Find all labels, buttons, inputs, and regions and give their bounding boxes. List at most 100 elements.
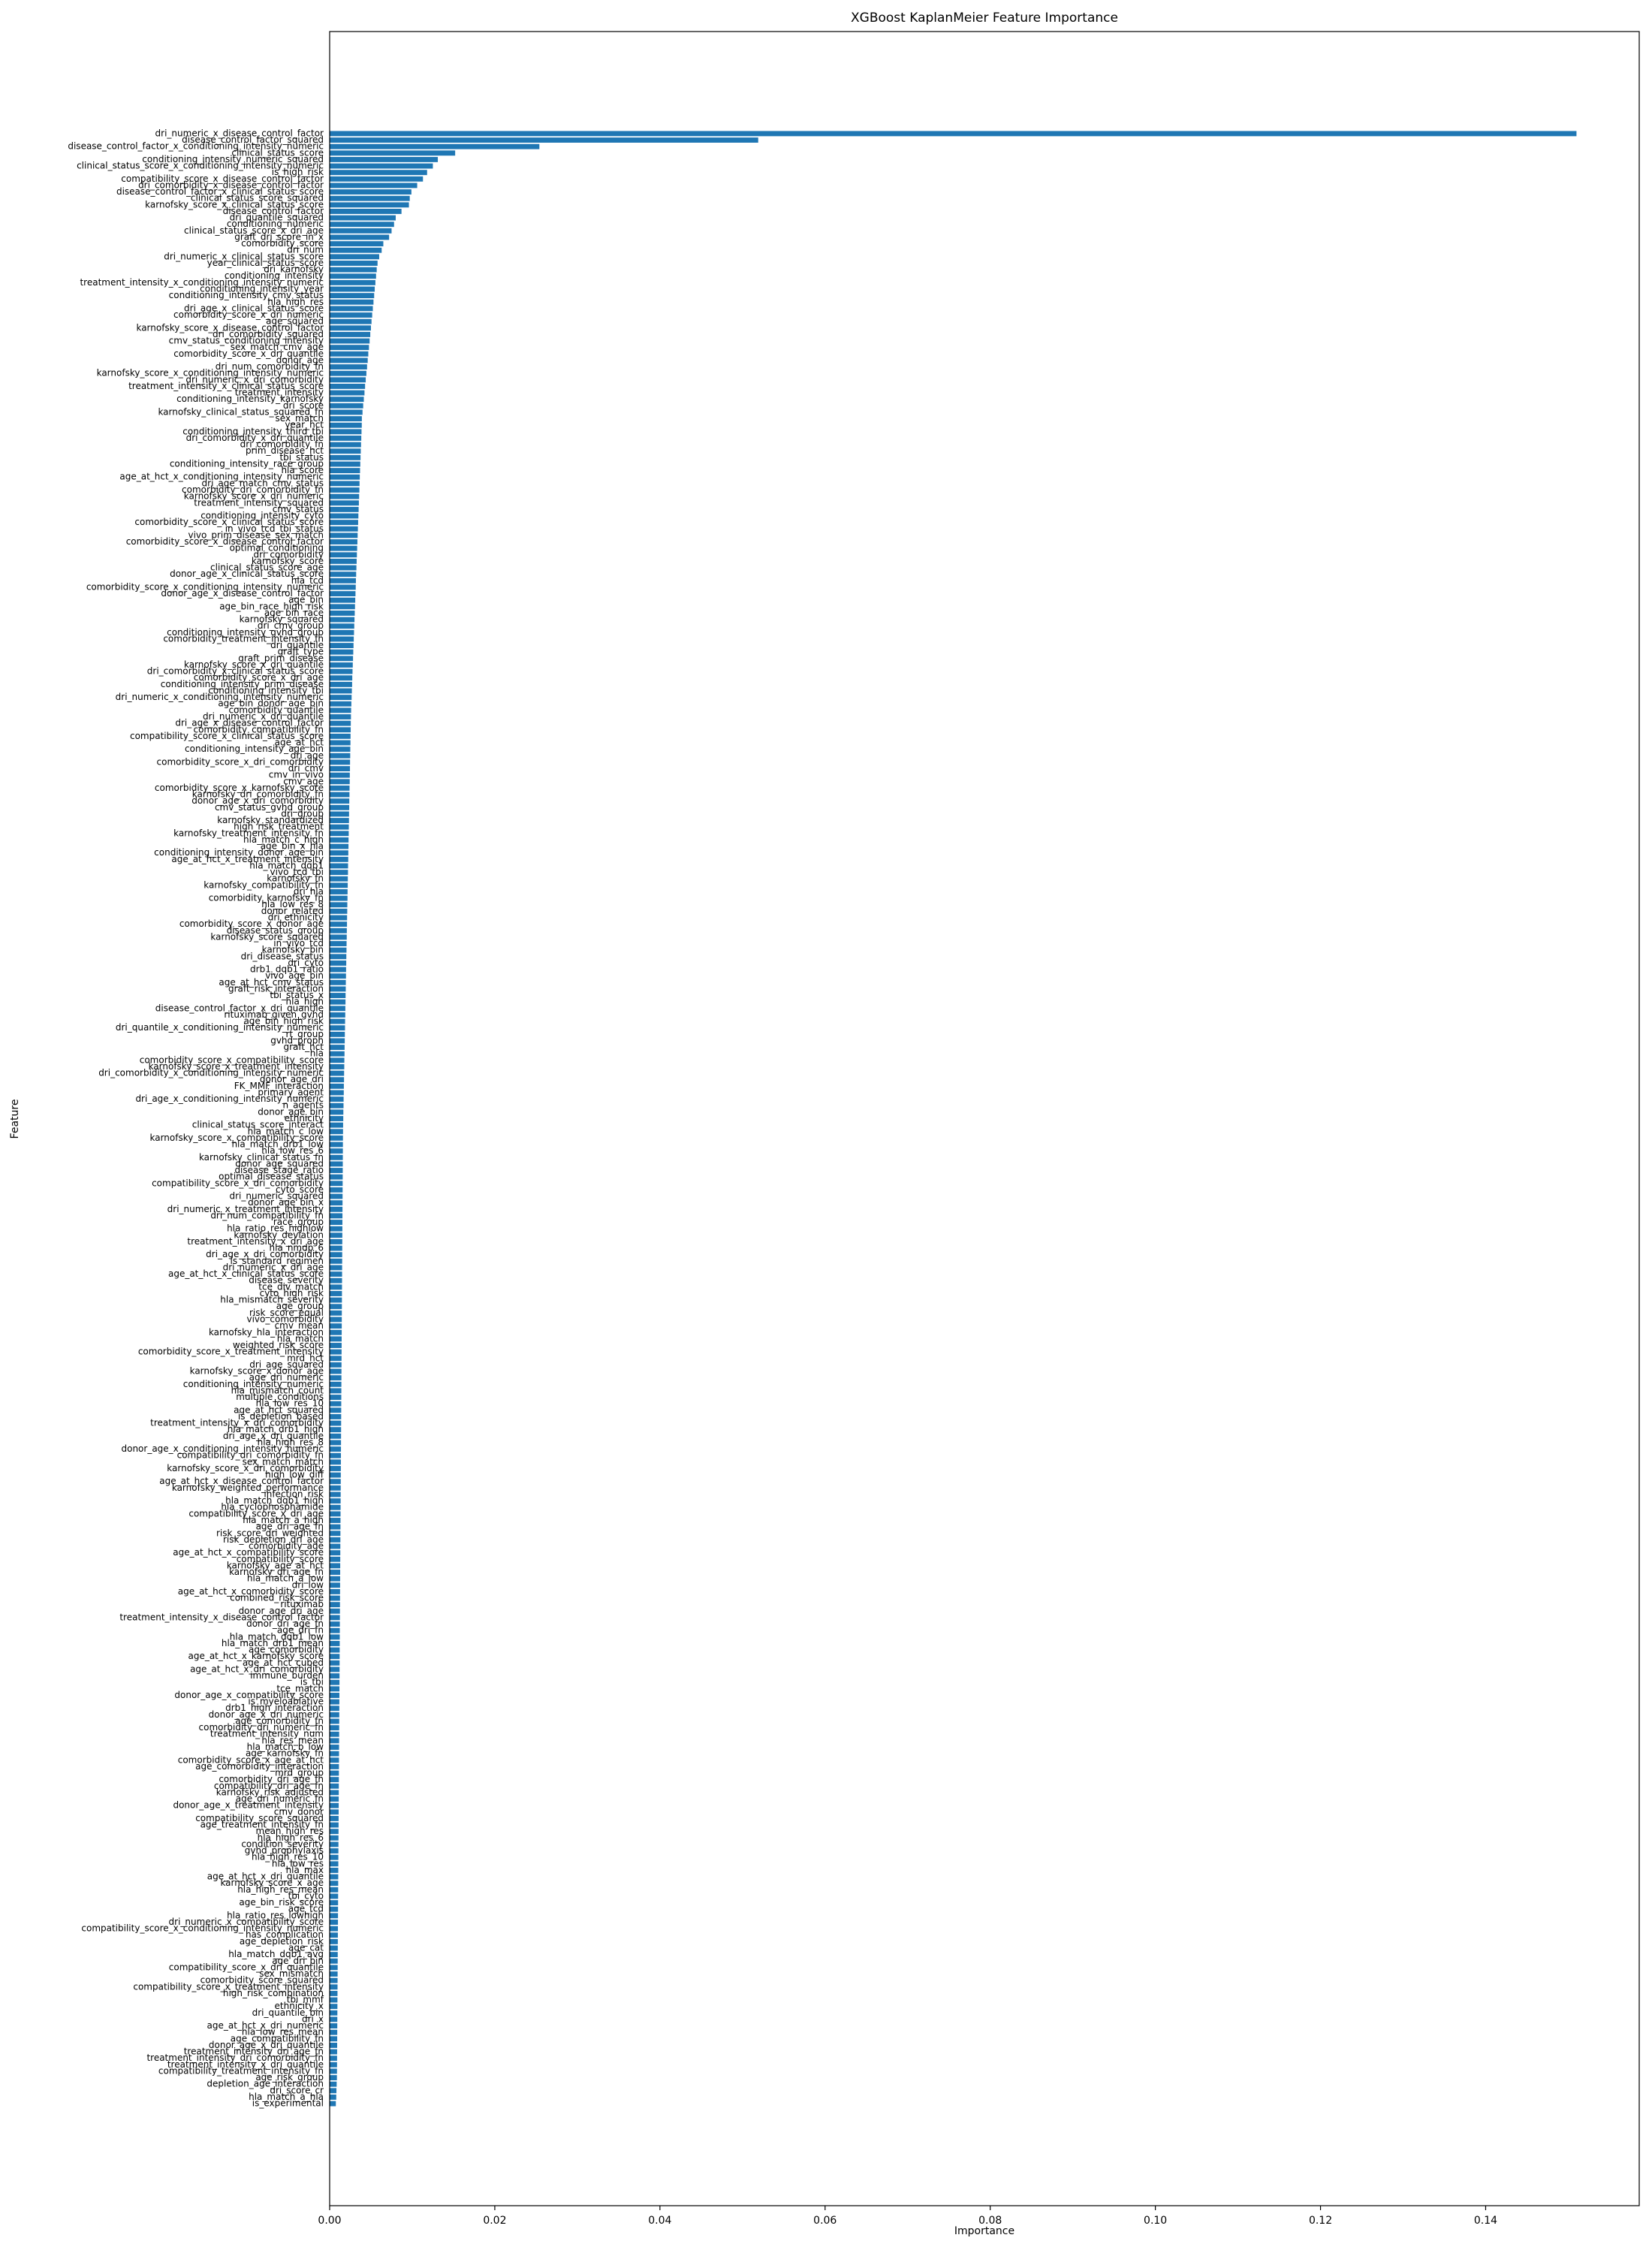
y-tick-label: donor_age_x_disease_control_factor xyxy=(161,588,324,599)
y-tick-label: comorbidity_score xyxy=(241,238,324,249)
bar xyxy=(330,1608,340,1614)
y-tick-label: hla_low_res xyxy=(272,1858,324,1868)
bar xyxy=(330,1654,340,1660)
bar xyxy=(330,1809,339,1815)
bar xyxy=(330,1576,340,1582)
bar xyxy=(330,675,353,681)
bar xyxy=(330,1122,343,1128)
bar xyxy=(330,1712,339,1718)
y-tick-label: disease_severity xyxy=(249,1275,324,1286)
y-tick-label: karnofsky_deviation xyxy=(234,1229,324,1240)
bar xyxy=(330,189,411,195)
y-tick-label: comorbidity_score_x_dri_numeric xyxy=(173,309,324,320)
bar xyxy=(330,1699,339,1705)
bar xyxy=(330,1763,339,1769)
bar xyxy=(330,947,347,953)
y-tick-label: hla_mismatch_count xyxy=(231,1385,324,1395)
y-tick-label: clinical_status_score_x_conditioning_int… xyxy=(77,161,324,171)
bar xyxy=(330,1310,342,1316)
bar xyxy=(330,1524,341,1530)
bar xyxy=(330,468,360,474)
y-tick-label: conditioning_intensity xyxy=(225,270,324,281)
bar xyxy=(330,370,366,376)
y-tick-label: donor_age_x_dri_quantile xyxy=(209,2040,324,2050)
y-tick-label: is_myeloablative xyxy=(248,1697,324,1707)
y-tick-label: dri_quantile_squared xyxy=(230,213,324,223)
bar xyxy=(330,876,348,882)
y-tick-label: is_standard_regimen xyxy=(231,1256,324,1266)
bar xyxy=(330,163,433,169)
bar xyxy=(330,1920,339,1925)
bar xyxy=(330,779,350,785)
bar xyxy=(330,526,358,532)
y-tick-label: hla xyxy=(310,1048,324,1059)
y-tick-label: dri_num_compatibility_fn xyxy=(210,1210,324,1220)
bar xyxy=(330,131,1577,137)
bar xyxy=(330,707,351,713)
bar xyxy=(330,2101,336,2107)
y-tick-label: age_at_hct_x_dri_quantile xyxy=(207,1871,324,1882)
y-tick-label: hla_ratio_res_highlow xyxy=(227,1223,324,1234)
bar xyxy=(330,2095,336,2100)
y-tick-label: age_at_hct_x_comorbidity_score xyxy=(178,1586,324,1597)
bar xyxy=(330,500,359,506)
bar xyxy=(330,1284,342,1290)
bar xyxy=(330,545,357,551)
x-tick-label: 0.06 xyxy=(813,2215,837,2227)
y-tick-label: hla_low_res_8 xyxy=(261,899,324,909)
bar xyxy=(330,662,353,668)
y-tick-label: age_at_hct_x_karnofsky_score xyxy=(188,1651,324,1661)
y-tick-label: dri_karnofsky xyxy=(264,264,324,275)
y-tick-label: dri_numeric_x_dri_age xyxy=(223,1262,324,1272)
bar xyxy=(330,740,351,746)
bar xyxy=(330,1174,343,1180)
y-tick-label: karnofsky_score_x_donor_age xyxy=(190,1366,324,1377)
bar xyxy=(330,1952,338,1958)
y-tick-label: sex_mismatch xyxy=(259,1968,324,1979)
y-tick-label: age_at_hct_x_compatibility_score xyxy=(173,1547,324,1558)
bar xyxy=(330,506,359,512)
bar xyxy=(330,1673,340,1679)
bar xyxy=(330,1070,345,1076)
bar xyxy=(330,1168,343,1173)
bar xyxy=(330,1634,340,1640)
y-tick-label: treatment_intensity_squared xyxy=(194,497,324,508)
bar xyxy=(330,804,350,810)
x-axis-label: Importance xyxy=(954,2225,1014,2237)
y-tick-label: hla_nmdp_6 xyxy=(270,1243,324,1253)
bar xyxy=(330,1841,339,1847)
y-tick-label: compatibility_dri_age_fn xyxy=(214,1781,324,1791)
y-tick-label: cmv_mean xyxy=(275,1320,324,1331)
y-tick-label: ethnicity_x xyxy=(275,2001,324,2011)
y-tick-label: dri_group xyxy=(281,808,324,819)
bar xyxy=(330,785,350,791)
y-tick-label: dri_age_squared xyxy=(249,1359,324,1370)
chart-title: XGBoost KaplanMeier Feature Importance xyxy=(851,11,1118,26)
bar xyxy=(330,1718,339,1724)
bar xyxy=(330,1181,343,1187)
bar xyxy=(330,636,354,642)
y-tick-label: prim_disease_hct xyxy=(246,445,324,456)
bar xyxy=(330,312,372,318)
bar xyxy=(330,1187,343,1193)
bar xyxy=(330,1660,340,1666)
bar xyxy=(330,1038,345,1044)
y-tick-label: comorbidity_score_x_dri_quantile xyxy=(173,348,324,359)
bar xyxy=(330,1958,338,1964)
bar xyxy=(330,1595,340,1601)
y-tick-label: dri_cmv xyxy=(288,763,324,774)
y-tick-label: donor_age_x_clinical_status_score xyxy=(170,569,324,579)
y-tick-label: dri_numeric_squared xyxy=(229,1191,324,1202)
y-tick-label: karnofsky_dri_age_fn xyxy=(229,1567,324,1577)
y-tick-label: ethnicity xyxy=(285,1113,324,1123)
bar xyxy=(330,1297,342,1303)
y-tick-label: graft_risk_interaction xyxy=(228,983,324,994)
y-tick-label: karnofsky_score_x_clinical_status_score xyxy=(145,199,324,210)
y-tick-label: comorbidity_score_x_treatment_intensity xyxy=(138,1347,324,1357)
bar xyxy=(330,837,349,843)
y-tick-label: age_at_hct_cmv_status xyxy=(219,977,324,988)
bar xyxy=(330,318,372,324)
bar xyxy=(330,409,363,415)
